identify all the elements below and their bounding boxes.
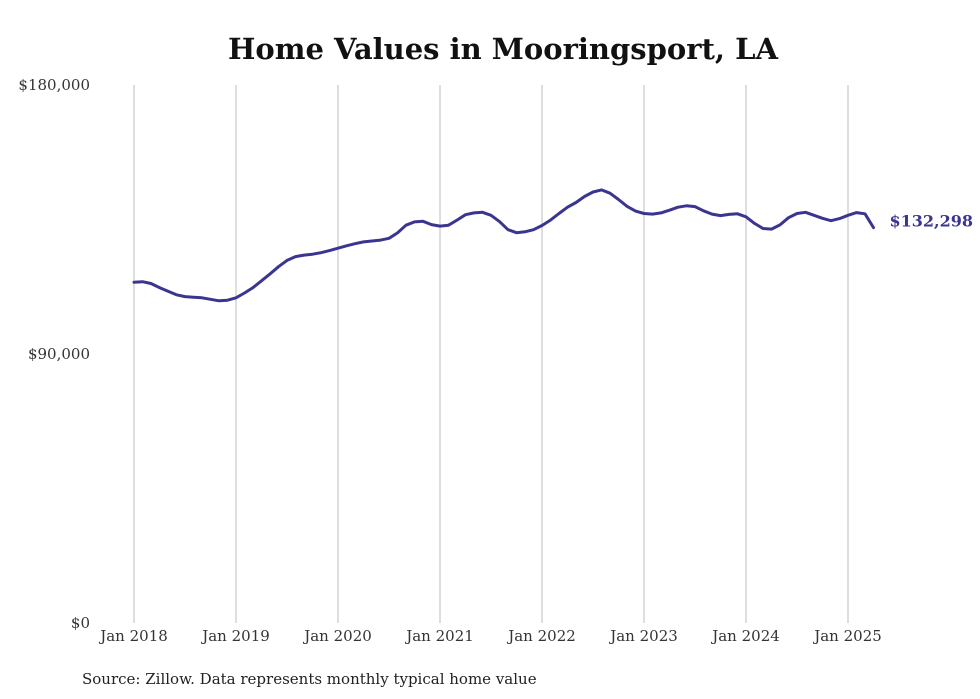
x-tick-label: Jan 2021 — [404, 627, 474, 645]
source-note: Source: Zillow. Data represents monthly … — [82, 670, 537, 688]
x-tick-label: Jan 2018 — [98, 627, 168, 645]
y-axis-labels: $0 $90,000 $180,000 — [18, 76, 90, 632]
y-tick-label: $90,000 — [28, 345, 90, 363]
y-tick-label: $180,000 — [18, 76, 90, 94]
x-tick-label: Jan 2025 — [812, 627, 882, 645]
grid-lines — [133, 85, 849, 623]
x-tick-label: Jan 2022 — [506, 627, 576, 645]
x-tick-label: Jan 2023 — [608, 627, 678, 645]
x-tick-label: Jan 2024 — [710, 627, 780, 645]
x-axis-labels: Jan 2018 Jan 2019 Jan 2020 Jan 2021 Jan 2022… — [98, 627, 882, 645]
x-tick-label: Jan 2020 — [302, 627, 372, 645]
chart-title: Home Values in Mooringsport, LA — [228, 32, 778, 66]
home-value-line — [132, 188, 875, 303]
latest-value-label: $132,298 — [890, 212, 974, 231]
y-tick-label: $0 — [71, 614, 90, 632]
x-tick-label: Jan 2019 — [200, 627, 270, 645]
